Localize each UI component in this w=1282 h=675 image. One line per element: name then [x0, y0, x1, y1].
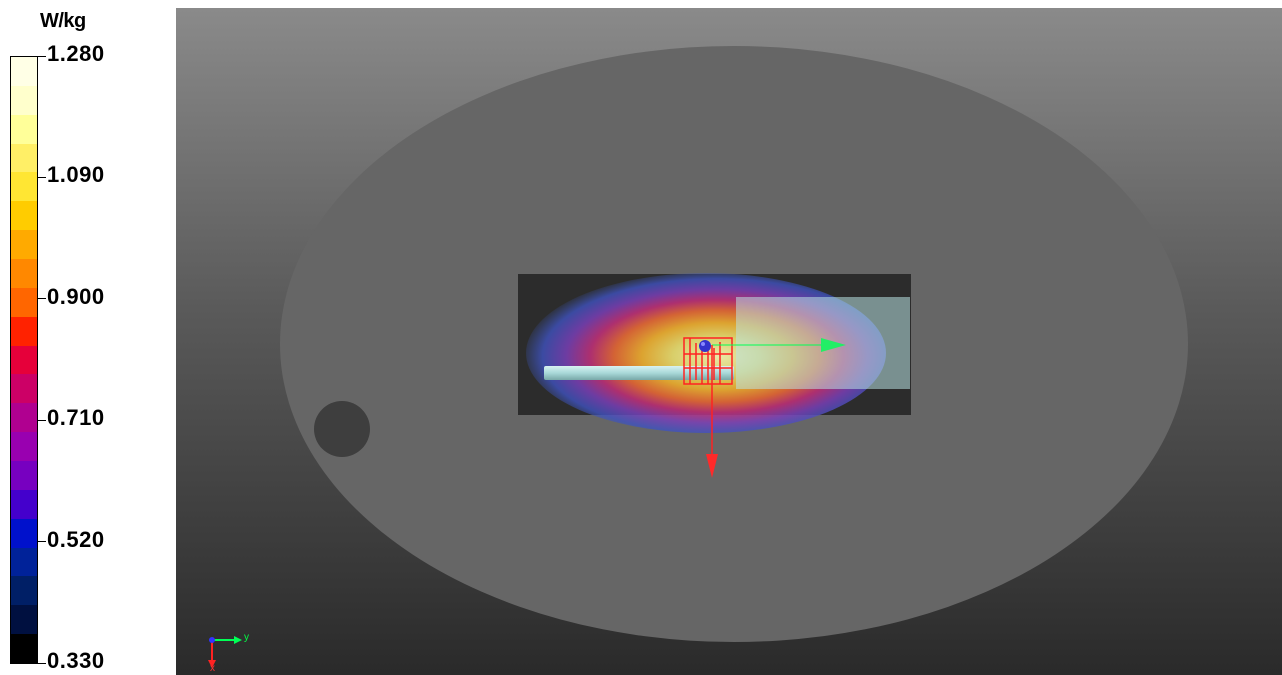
color-legend: W/kg 1.280 1.090 0.900 0.710 0.520 0.330 [0, 0, 176, 675]
legend-tick-label-3: 0.900 [47, 284, 105, 309]
legend-swatch [11, 548, 37, 576]
legend-swatch [11, 576, 37, 605]
legend-swatch [11, 346, 37, 374]
legend-tick-label-max: 1.280 [47, 41, 105, 66]
legend-swatch [11, 230, 37, 259]
legend-tick-line [38, 420, 46, 421]
y-axis-arrow-icon [821, 338, 846, 352]
legend-tick-line [38, 56, 46, 57]
legend-swatch [11, 461, 37, 490]
reference-marker-circle [314, 401, 370, 457]
legend-swatch [11, 115, 37, 144]
legend-swatch [11, 403, 37, 432]
legend-tick-label-5: 0.520 [47, 527, 105, 552]
legend-swatch [11, 317, 37, 346]
scene-canvas[interactable] [176, 8, 1282, 675]
legend-tick-line [38, 663, 46, 664]
legend-color-bar [10, 56, 38, 664]
legend-swatch [11, 490, 37, 519]
antenna-rod [544, 366, 734, 380]
origin-marker [699, 340, 711, 352]
legend-swatch [11, 259, 37, 288]
feed-wireframe [683, 337, 733, 385]
legend-tick-label-2: 1.090 [47, 162, 105, 187]
legend-swatch [11, 374, 37, 403]
legend-tick-label-4: 0.710 [47, 405, 105, 430]
legend-swatch [11, 519, 37, 548]
x-axis-arrow-icon [706, 454, 718, 478]
legend-swatch [11, 57, 37, 86]
legend-swatch [11, 86, 37, 115]
legend-unit-label: W/kg [40, 10, 86, 32]
legend-tick-line [38, 541, 46, 542]
legend-tick-line [38, 298, 46, 299]
legend-swatch [11, 144, 37, 172]
triad-y-label: y [244, 632, 249, 643]
legend-swatch [11, 432, 37, 461]
legend-swatch [11, 605, 37, 634]
legend-swatch [11, 172, 37, 201]
orientation-triad-icon [208, 636, 242, 668]
legend-tick-line [38, 177, 46, 178]
render-viewport[interactable]: y x [176, 8, 1282, 675]
legend-swatch [11, 634, 37, 663]
legend-swatch [11, 201, 37, 230]
legend-tick-label-min: 0.330 [47, 648, 105, 673]
legend-swatch [11, 288, 37, 317]
triad-x-label: x [210, 663, 215, 674]
